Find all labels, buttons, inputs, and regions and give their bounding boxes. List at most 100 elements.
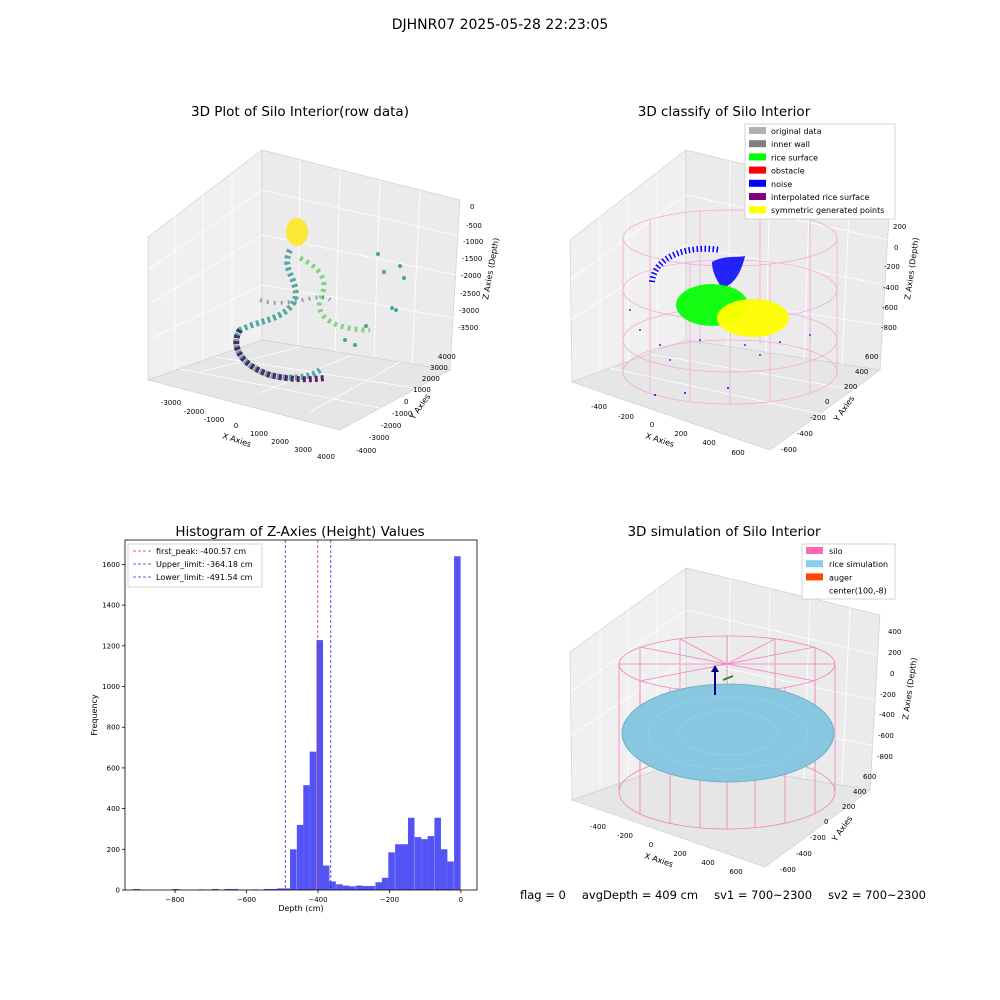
classify-z-ticks: 200 0 -200 -400 -600 -800 (881, 223, 906, 332)
classify-legend-swatch (749, 140, 766, 148)
classify-x-ticks: -400 -200 0 200 400 600 (591, 403, 745, 457)
y-tick-label: 400 (853, 788, 866, 796)
classify-legend-swatch (749, 153, 766, 161)
hist-bar (283, 888, 291, 890)
hist-ytick-label: 1000 (102, 683, 120, 691)
y-tick-label: 200 (844, 383, 857, 391)
z-tick-label: -800 (881, 324, 897, 332)
x-tick-label: -1000 (204, 416, 224, 424)
classify-legend-label: inner wall (771, 140, 810, 149)
hist-xticks: −800 −600 −400 −200 0 (165, 890, 463, 904)
classify-y-ticks: -600 -400 -200 0 200 400 600 (781, 353, 878, 454)
y-tick-label: 600 (865, 353, 878, 361)
x-tick-label: 0 (234, 422, 238, 430)
hist-ytick-label: 0 (116, 887, 120, 895)
status-sv2: sv2 = 700~2300 (828, 888, 926, 902)
z-tick-label: 0 (470, 203, 474, 211)
y-tick-label: 0 (825, 398, 829, 406)
hist-bar (414, 837, 422, 890)
hist-bar (309, 751, 317, 890)
z-tick-label: -3500 (458, 324, 478, 332)
hist-ytick-label: 1400 (102, 602, 120, 610)
hist-yticks: 0 200 400 600 800 1000 1200 1400 1600 (102, 561, 125, 895)
hist-bar (349, 886, 356, 890)
panel-raw-title: 3D Plot of Silo Interior(row data) (191, 104, 409, 120)
x-tick-label: 400 (701, 859, 714, 867)
x-tick-label: 200 (674, 430, 687, 438)
z-tick-label: -1000 (463, 238, 483, 246)
hist-bar (368, 885, 376, 890)
x-tick-label: 4000 (317, 453, 335, 461)
hist-title: Histogram of Z-Axies (Height) Values (175, 524, 424, 540)
hist-bar (303, 785, 310, 890)
hist-bar (407, 817, 415, 890)
y-tick-label: 200 (842, 803, 855, 811)
classify-legend-label: rice surface (771, 153, 818, 162)
hist-legend: first_peak: -400.57 cm Upper_limit: -364.… (127, 543, 263, 588)
hist-bar (440, 849, 448, 890)
sim-legend: silo rice simulation auger center(100,-8) (801, 543, 896, 600)
hist-bar (336, 884, 343, 890)
y-tick-label: -400 (796, 850, 812, 858)
panel-histogram: Histogram of Z-Axies (Height) Values −80… (90, 524, 478, 913)
hist-bar (362, 885, 369, 890)
y-tick-label: 3000 (430, 364, 448, 372)
z-tick-label: -400 (883, 284, 899, 292)
y-tick-label: -1000 (392, 410, 412, 418)
sim-y-ticks: -600 -400 -200 0 200 400 600 (780, 773, 876, 874)
z-tick-label: -2500 (460, 290, 480, 298)
x-tick-label: -200 (617, 832, 633, 840)
classify-legend-label: original data (771, 127, 822, 136)
hist-bar (270, 888, 278, 890)
panel-classify-3d: 3D classify of Silo Interior (569, 104, 921, 457)
raw-ylabel: Y Axies (408, 392, 433, 422)
classify-zlabel: Z Axies (Depth) (903, 237, 921, 300)
x-tick-label: -3000 (161, 399, 181, 407)
sim-legend-label: auger (829, 573, 853, 582)
y-tick-label: 0 (824, 818, 828, 826)
hist-ytick-label: 400 (107, 805, 120, 813)
classify-legend-swatch (749, 166, 766, 174)
sim-xlabel: X Axies (643, 851, 674, 869)
classify-legend-swatch (749, 179, 766, 187)
z-tick-label: -500 (466, 222, 482, 230)
z-tick-label: -1500 (462, 255, 482, 263)
hist-xtick-label: −400 (308, 896, 327, 904)
panel-sim-title: 3D simulation of Silo Interior (627, 524, 821, 540)
x-tick-label: 3000 (294, 446, 312, 454)
sim-legend-swatch (806, 573, 823, 581)
hist-bar (263, 888, 271, 890)
sim-legend-label: silo (829, 547, 843, 556)
hist-xtick-label: −800 (165, 896, 184, 904)
x-tick-label: 200 (673, 850, 686, 858)
x-tick-label: 0 (650, 421, 654, 429)
classify-legend-swatch (749, 206, 766, 214)
status-line: flag = 0 avgDepth = 409 cm sv1 = 700~2300 s… (520, 888, 942, 902)
hist-bars (133, 556, 461, 890)
y-tick-label: -400 (797, 430, 813, 438)
hist-ytick-label: 200 (107, 846, 120, 854)
hist-ylabel: Frequency (90, 694, 99, 736)
hist-bar (454, 556, 461, 890)
y-tick-label: 4000 (438, 353, 456, 361)
classify-legend-label: obstacle (771, 167, 805, 176)
hist-bar (388, 852, 395, 890)
y-tick-label: 600 (863, 773, 876, 781)
y-tick-label: -3000 (369, 434, 389, 442)
raw-xlabel: X Axies (221, 431, 252, 449)
y-tick-label: -2000 (381, 422, 401, 430)
raw-x-ticks: -3000 -2000 -1000 0 1000 2000 3000 4000 (161, 399, 335, 461)
x-tick-label: -200 (618, 413, 634, 421)
panel-simulation-3d: 3D simulation of Silo Interior (569, 524, 919, 876)
hist-bar (296, 824, 304, 890)
hist-legend-label: Upper_limit: -364.18 cm (156, 560, 253, 569)
x-tick-label: -400 (591, 403, 607, 411)
sim-legend-label: center(100,-8) (829, 587, 887, 596)
hist-bar (329, 881, 336, 890)
y-tick-label: 1000 (413, 386, 431, 394)
sim-legend-swatch (806, 547, 823, 554)
sim-legend-swatch (806, 560, 823, 568)
hist-xtick-label: −600 (237, 896, 256, 904)
hist-bar (381, 877, 389, 890)
status-avg-depth: avgDepth = 409 cm (581, 888, 699, 902)
